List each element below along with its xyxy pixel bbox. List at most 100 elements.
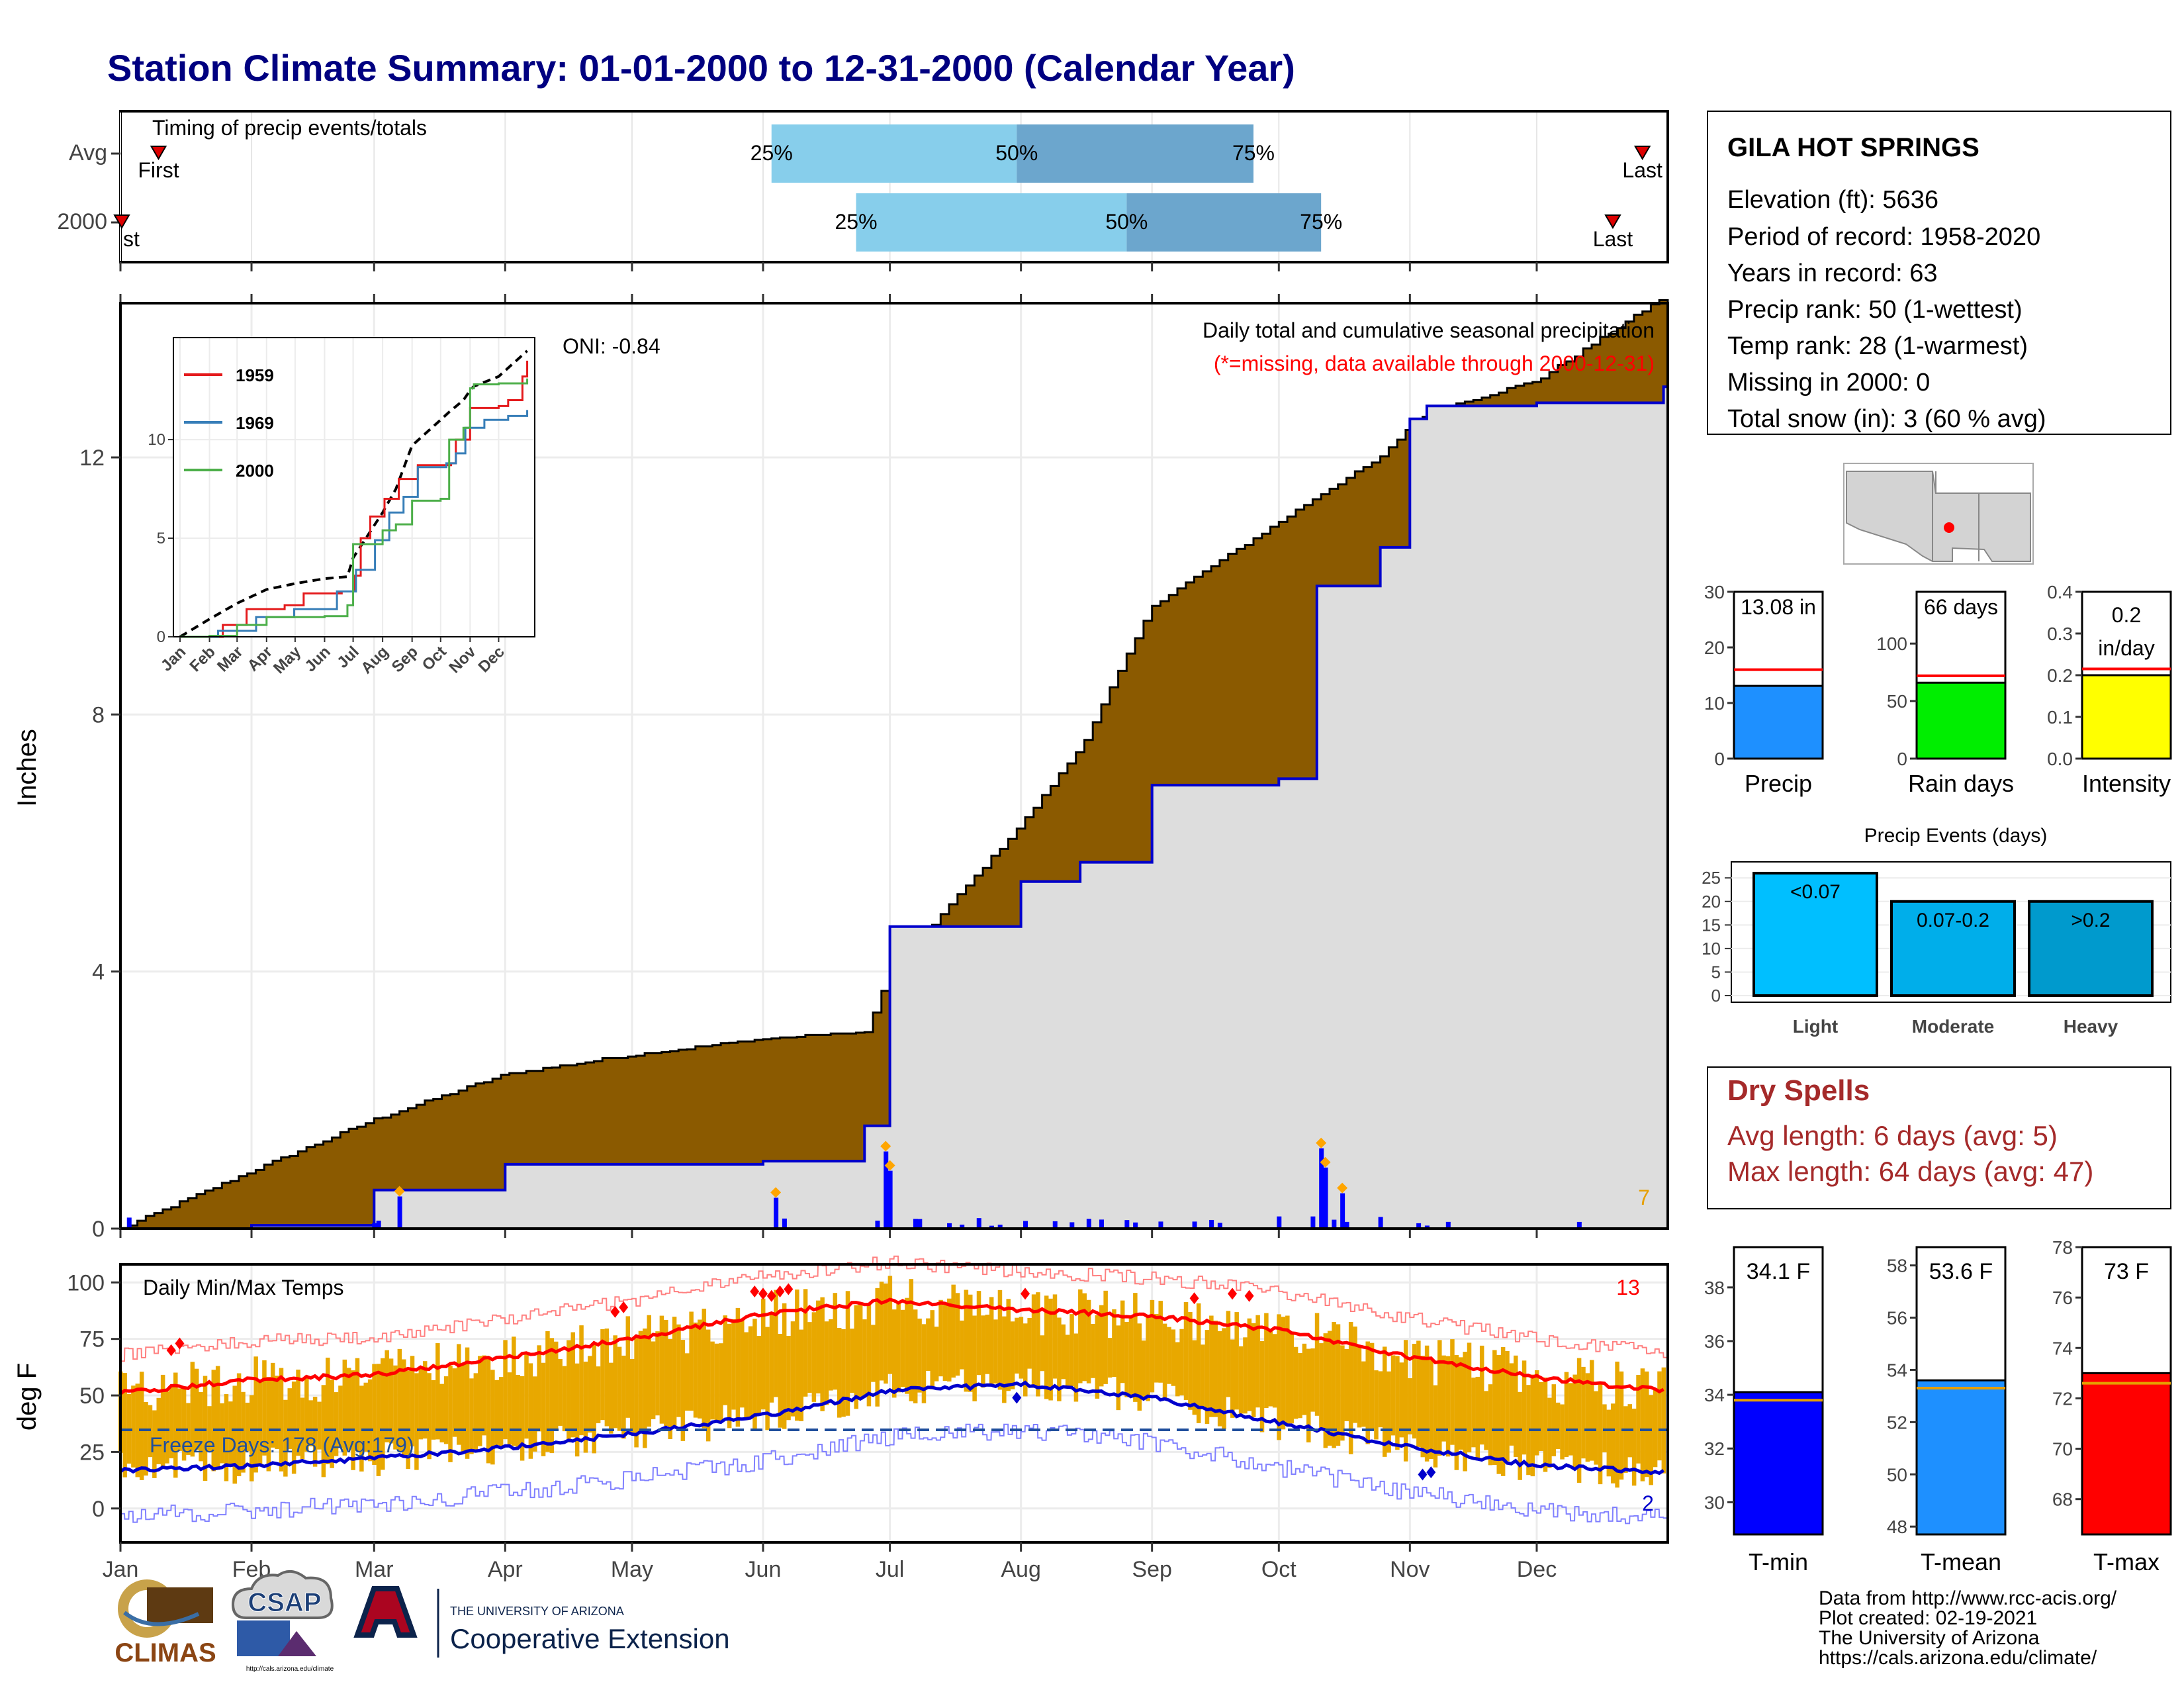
daily-temp-bar [363,1382,369,1452]
daily-temp-bar [1551,1384,1557,1456]
daily-temp-bar [981,1315,985,1388]
daily-temp-bar [1374,1370,1379,1440]
daily-temp-bar [1171,1329,1176,1386]
daily-temp-bar [257,1382,263,1466]
daily-temp-bar [469,1378,474,1454]
record-low-marker [1418,1468,1428,1481]
daily-temp-bar [1205,1330,1210,1425]
record-precip-marker [1337,1182,1348,1194]
daily-temp-bar [684,1353,690,1411]
daily-precip-bar [774,1197,779,1229]
daily-temp-bar [457,1344,461,1445]
daily-temp-bar [232,1385,237,1484]
daily-temp-bar [1547,1397,1552,1468]
daily-temp-bar [583,1361,588,1453]
summary-bar-ytick: 100 [1876,633,1907,654]
daily-temp-bar [1369,1342,1375,1431]
temp-bar-ytick: 50 [1887,1464,1907,1485]
daily-temp-bar [680,1340,686,1441]
timing-marker-label-avg-last: Last [1622,158,1662,182]
daily-temp-bar [283,1399,288,1477]
daily-temp-bar [1344,1348,1349,1421]
daily-temp-bar [976,1291,981,1376]
daily-temp-bar [1543,1377,1548,1472]
record-low-count: 2 [1642,1491,1654,1515]
temp-bar-ytick: 76 [2052,1288,2073,1308]
daily-temp-bar [735,1307,741,1427]
csap-url: http://cals.arizona.edu/climate [246,1665,334,1673]
events-category-label: Moderate [1912,1016,1994,1037]
inset-ytick-label: 10 [148,431,165,449]
temp-bar-ytick: 52 [1887,1412,1907,1432]
daily-temp-bar [1048,1298,1053,1401]
temp-ylabel: deg F [13,1363,42,1430]
temp-bar-ytick: 78 [2052,1237,2073,1258]
daily-temp-bar [1251,1323,1256,1418]
daily-temp-bar [905,1297,909,1394]
timing-marker-label-avg-first: First [138,158,179,182]
daily-temp-bar [824,1321,829,1405]
daily-temp-bar [541,1362,546,1456]
daily-temp-bar [1044,1295,1049,1399]
daily-temp-bar [934,1327,939,1382]
daily-temp-bar [1383,1346,1387,1457]
daily-temp-bar [951,1284,956,1378]
daily-temp-bar [1137,1323,1142,1411]
daily-temp-bar [896,1303,901,1393]
daily-temp-bar [439,1383,444,1442]
temp-bar-ytick: 30 [1704,1492,1725,1513]
daily-temp-bar [1277,1314,1281,1440]
daily-temp-bar [1095,1315,1100,1399]
daily-temp-bar [1437,1340,1442,1456]
daily-temp-bar [250,1395,254,1481]
csap-logo: CSAP http://cals.arizona.edu/climate [231,1570,334,1673]
daily-temp-bar [1479,1345,1484,1445]
timing-row-avg: Avg [69,140,107,165]
daily-temp-bar [1272,1334,1277,1408]
daily-temp-bar [799,1329,803,1422]
daily-temp-bar [1154,1313,1159,1383]
daily-temp-bar [1002,1316,1007,1403]
daily-temp-bar [533,1376,537,1452]
daily-temp-bar [465,1347,470,1459]
daily-temp-bar [1408,1378,1412,1434]
daily-temp-bar [131,1385,136,1468]
daily-temp-bar [401,1359,406,1456]
daily-temp-bar [482,1355,486,1436]
daily-temp-bar [1116,1325,1121,1411]
daily-temp-bar [520,1376,525,1461]
events-bar-light [1752,872,1878,997]
daily-precip-bar [397,1196,402,1229]
daily-temp-bar [507,1372,512,1445]
daily-temp-bar [748,1326,753,1419]
daily-temp-bar [714,1343,719,1421]
credit-university: The University of Arizona [1819,1627,2040,1649]
daily-precip-bar [947,1223,952,1229]
daily-temp-bar [160,1374,165,1469]
temperature-summary-bars: 30 32 34 36 38 34.1 F T-min 48 50 52 54 56 58 53.6 F T… [1704,1237,2172,1575]
summary-bar-value: 13.08 in [1741,595,1816,619]
daily-precip-bar [1340,1193,1345,1229]
daily-temp-bar [498,1377,504,1449]
daily-temp-bar [473,1373,478,1450]
timing-marker-2000-first [113,214,130,229]
temp-ytick-label: 0 [92,1497,105,1522]
climas-logo: CLIMAS [114,1579,216,1667]
daily-temp-bar [512,1336,516,1446]
daily-temp-bar [220,1403,224,1464]
daily-temp-bar [887,1276,893,1374]
daily-temp-bar [803,1289,808,1397]
daily-temp-bar [173,1372,178,1478]
daily-temp-bar [1340,1345,1345,1441]
daily-temp-bar [291,1382,296,1474]
daily-precip-bar [1133,1222,1138,1229]
precip-ytick-label: 8 [92,702,105,727]
daily-temp-bar [1128,1317,1134,1397]
events-bar-moderate [1890,900,2016,998]
daily-temp-bar [241,1391,246,1473]
summary-bar-ytick: 0.1 [2047,707,2073,727]
locator-map [1843,463,2034,565]
timing-marker-avg-last [1633,146,1651,160]
